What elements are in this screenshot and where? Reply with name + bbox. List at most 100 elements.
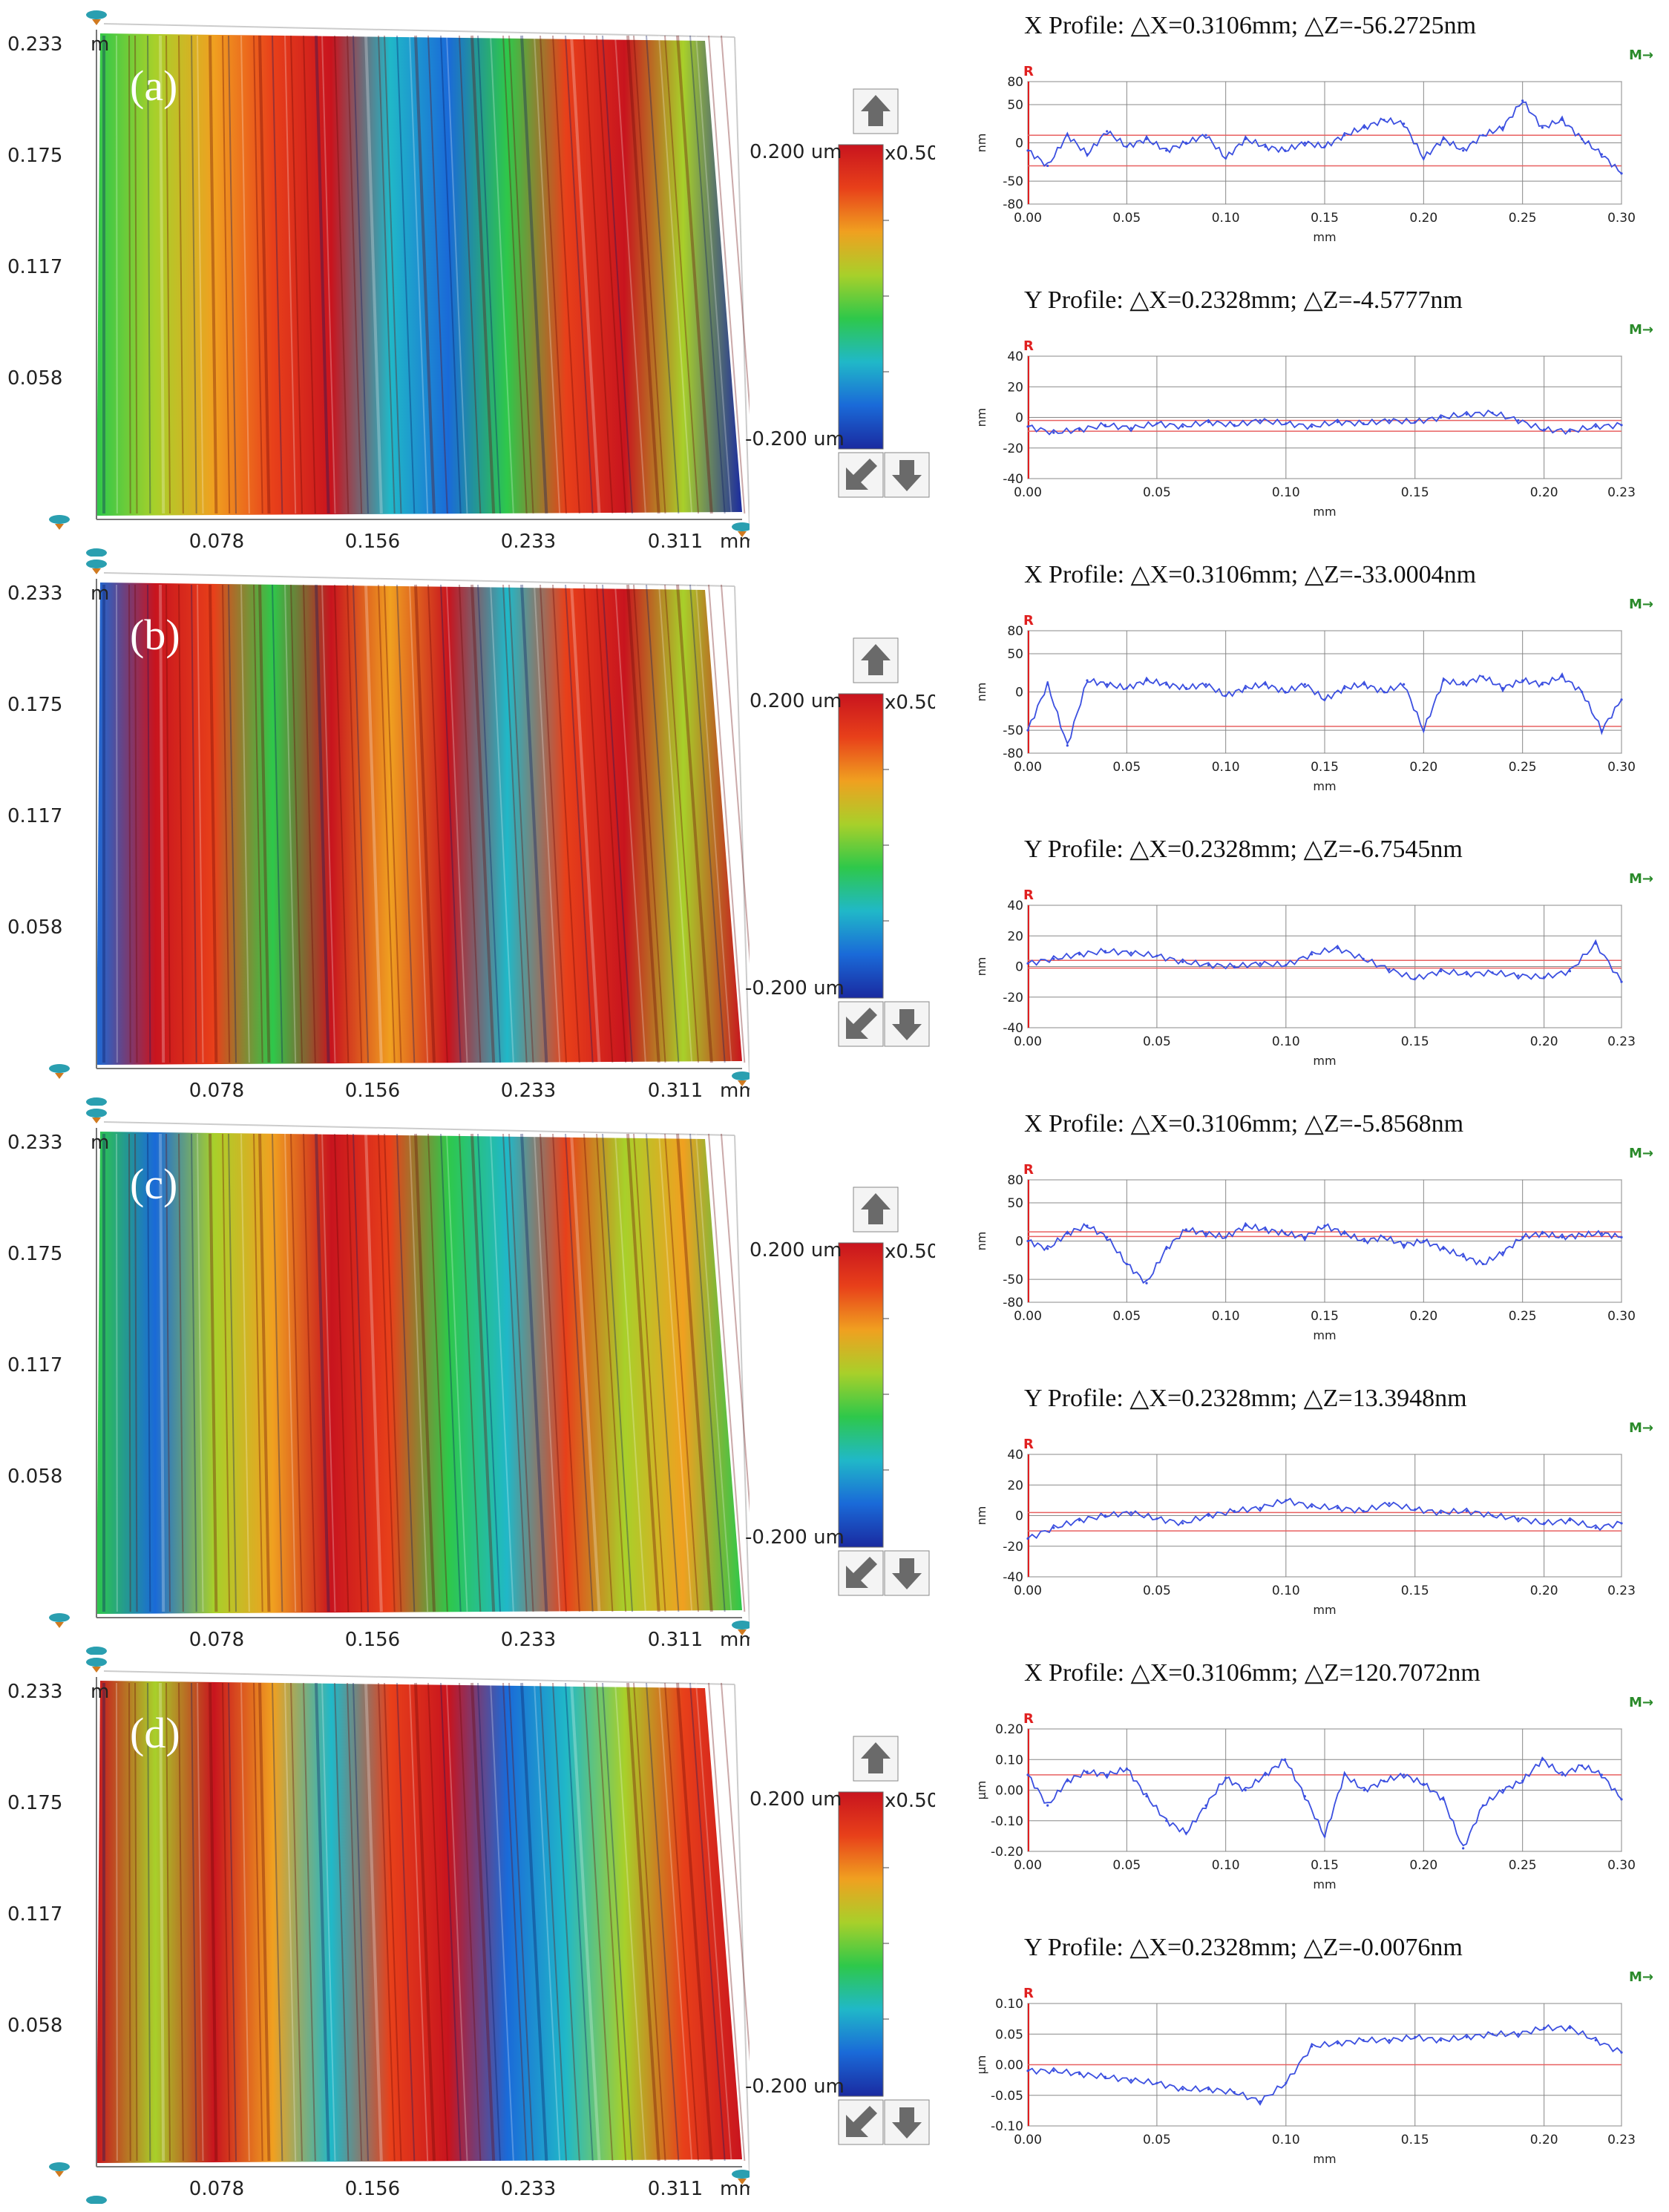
axis-handle-icon[interactable] — [86, 1097, 107, 1106]
surface-3d-view[interactable]: (c) 0.233 0.175 0.117 0.058 m 0.078 0.156 0.233 0… — [7, 1106, 750, 1655]
y-axis-label: nm — [974, 408, 988, 427]
x-tick-label: 0.25 — [1509, 1309, 1537, 1324]
x-axis-label: mm — [1313, 1603, 1336, 1617]
surface-stripe — [134, 1682, 138, 2162]
surface-stripe — [570, 584, 601, 1063]
color-scale: 0.200 um -0.200 um x0.50 — [745, 1187, 935, 1596]
axis-handle-icon[interactable] — [732, 522, 750, 537]
surface-3d-view[interactable]: (a) 0.233 0.175 0.117 0.058 m 0.078 0.156 0.233 0… — [7, 7, 750, 557]
profile-point — [1362, 422, 1365, 425]
surface-stripe — [284, 1682, 297, 2162]
y-tick-label: 0.00 — [995, 1784, 1023, 1799]
axis-handle-icon[interactable] — [732, 2170, 750, 2185]
profile-point — [1383, 1235, 1386, 1238]
surface-stripe — [470, 35, 496, 514]
surface-stripe — [565, 35, 594, 514]
scale-bottom-label: -0.200 um — [745, 2075, 845, 2098]
arrow-down-left-icon[interactable] — [838, 1001, 884, 1047]
surface-y-tick: 0.175 — [7, 1792, 62, 1814]
profile-point — [1204, 1232, 1207, 1235]
y-tick-label: 20 — [1007, 380, 1023, 395]
scale-multiplier: x0.50 — [885, 692, 935, 714]
profile-point — [1145, 137, 1148, 140]
arrow-down-icon[interactable] — [884, 452, 930, 498]
surface-stripe — [534, 35, 561, 514]
axis-handle-icon[interactable] — [86, 1658, 107, 1673]
arrow-down-left-icon[interactable] — [838, 1550, 884, 1596]
axis-handle-icon[interactable] — [86, 10, 107, 25]
arrow-up-icon[interactable] — [853, 637, 899, 683]
surface-stripe — [396, 35, 416, 514]
arrow-up-icon[interactable] — [853, 1187, 899, 1233]
axis-handle-icon[interactable] — [49, 2162, 70, 2177]
axis-handle-icon[interactable] — [732, 1621, 750, 1635]
surface-stripe — [602, 35, 633, 514]
x-tick-label: 0.15 — [1401, 2133, 1429, 2147]
axis-handle-icon[interactable] — [86, 2196, 107, 2204]
surface-stripe — [378, 1133, 396, 1612]
x-tick-label: 0.10 — [1272, 1034, 1300, 1049]
surface-stripe — [695, 584, 732, 1063]
profile-point — [1052, 2070, 1055, 2072]
y-tick-label: -0.10 — [991, 1814, 1023, 1829]
profile-point — [1086, 679, 1089, 682]
x-tick-label: 0.20 — [1530, 485, 1558, 500]
marker-r: R — [1023, 887, 1034, 903]
y-tick-label: -50 — [1003, 723, 1023, 738]
x-tick-label: 0.23 — [1607, 1583, 1636, 1598]
profile-point — [1521, 679, 1524, 682]
arrow-up-icon[interactable] — [853, 1736, 899, 1782]
arrow-down-icon[interactable] — [884, 1550, 930, 1596]
arrow-up-icon[interactable] — [853, 88, 899, 134]
x-tick-label: 0.05 — [1112, 211, 1141, 226]
profile-point — [1078, 1519, 1081, 1522]
profile-point — [1388, 2038, 1391, 2042]
arrow-down-left-icon[interactable] — [838, 452, 884, 498]
arrow-down-left-icon[interactable] — [838, 2099, 884, 2145]
surface-x-tick: 0.233 — [501, 1629, 556, 1651]
surface-stripe — [414, 1133, 436, 1612]
profile-point — [1129, 951, 1132, 954]
arrow-down-icon[interactable] — [884, 1001, 930, 1047]
surface-stripe — [646, 584, 680, 1063]
profile-point — [1388, 968, 1391, 971]
profile-point — [1363, 126, 1365, 129]
surface-stripe — [303, 35, 316, 514]
surface-y-tick: 0.233 — [7, 1132, 62, 1154]
axis-handle-icon[interactable] — [49, 1613, 70, 1628]
axis-handle-icon[interactable] — [49, 1064, 70, 1079]
arrow-down-icon[interactable] — [884, 2099, 930, 2145]
surface-stripe — [565, 1682, 594, 2162]
surface-stripe — [721, 1133, 750, 1513]
surface-3d-view[interactable]: (d) 0.233 0.175 0.117 0.058 m 0.078 0.156 0.233 0… — [7, 1655, 750, 2204]
axis-handle-icon[interactable] — [49, 515, 70, 530]
y-tick-label: 50 — [1007, 1196, 1023, 1211]
axis-handle-icon[interactable] — [732, 1071, 750, 1086]
axis-handle-icon[interactable] — [86, 548, 107, 557]
profile-point — [1343, 1232, 1346, 1235]
surface-stripe — [664, 1682, 699, 2162]
color-scale: 0.200 um -0.200 um x0.50 — [745, 88, 935, 498]
surface-stripe — [253, 584, 263, 1063]
profile-point — [1165, 683, 1168, 686]
axis-handle-icon[interactable] — [86, 1647, 107, 1655]
surface-stripe — [191, 35, 197, 514]
profile-point — [1600, 1773, 1603, 1776]
profile-point — [1204, 683, 1207, 686]
surface-stripe — [427, 584, 448, 1063]
surface-3d-view[interactable]: (b) 0.233 0.175 0.117 0.058 m 0.078 0.156 0.233 0… — [7, 557, 750, 1106]
axis-handle-icon[interactable] — [86, 1109, 107, 1123]
axis-handle-icon[interactable] — [86, 559, 107, 574]
profile-point — [1481, 1262, 1484, 1266]
marker-r: R — [1023, 64, 1034, 79]
profile-point — [1145, 1281, 1148, 1284]
profile-point — [1184, 1831, 1187, 1834]
surface-stripe — [209, 35, 218, 514]
surface-x-unit: mm — [720, 1629, 750, 1651]
surface-stripe — [128, 584, 131, 1063]
surface-y-unit: m — [91, 33, 109, 56]
profile-point — [1026, 962, 1029, 965]
surface-stripe — [347, 35, 363, 514]
surface-stripe — [695, 35, 732, 514]
profile-point — [1491, 1514, 1494, 1517]
